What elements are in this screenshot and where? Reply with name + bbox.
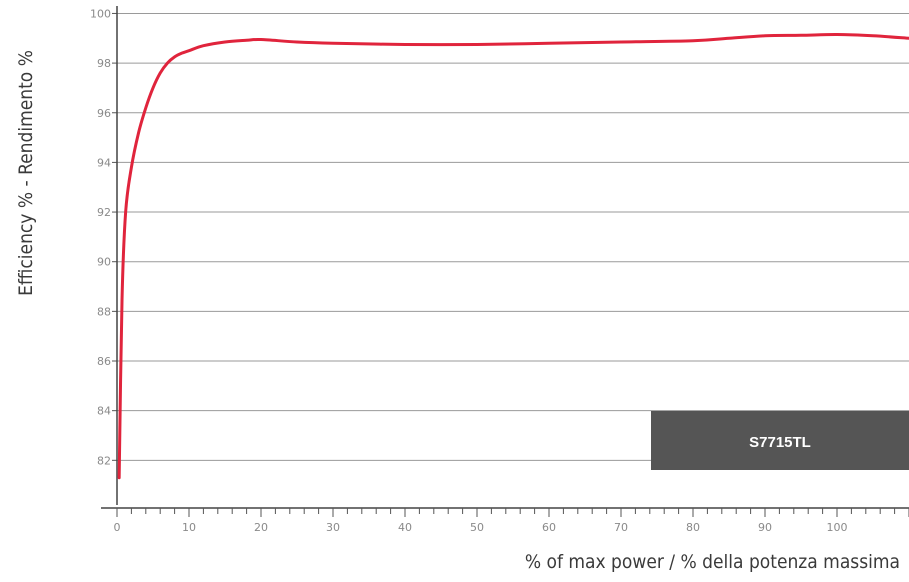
x-tick-label: 90 bbox=[758, 521, 772, 534]
y-tick-label: 96 bbox=[97, 107, 111, 120]
series-line-efficiency bbox=[117, 33, 909, 480]
y-tick-label: 94 bbox=[97, 156, 111, 169]
y-tick-label: 82 bbox=[97, 454, 111, 467]
y-tick-label: 100 bbox=[90, 7, 111, 20]
y-tick-label: 98 bbox=[97, 57, 111, 70]
x-tick-label: 30 bbox=[326, 521, 340, 534]
y-axis-title: Efficiency % - Rendimento % bbox=[15, 50, 37, 296]
y-tick-label: 90 bbox=[97, 256, 111, 269]
x-tick-label: 0 bbox=[114, 521, 121, 534]
x-tick-label: 100 bbox=[827, 521, 848, 534]
y-tick-label: 88 bbox=[97, 305, 111, 318]
badge-background bbox=[651, 411, 909, 470]
y-tick-label: 84 bbox=[97, 405, 111, 418]
x-tick-label: 20 bbox=[254, 521, 268, 534]
x-tick-label: 60 bbox=[542, 521, 556, 534]
y-tick-label: 86 bbox=[97, 355, 111, 368]
x-tick-label: 40 bbox=[398, 521, 412, 534]
x-axis-title: % of max power / % della potenza massima bbox=[525, 551, 900, 573]
y-axis: 82 84 86 88 90 92 94 96 98 100 bbox=[90, 6, 118, 505]
series-layer bbox=[117, 33, 909, 480]
grid-lines bbox=[117, 12, 909, 461]
y-tick-label: 92 bbox=[97, 206, 111, 219]
x-tick-label: 80 bbox=[686, 521, 700, 534]
x-tick-label: 70 bbox=[614, 521, 628, 534]
x-axis: 0 10 20 30 40 50 60 70 80 90 100 bbox=[101, 507, 909, 534]
x-tick-label: 10 bbox=[182, 521, 196, 534]
badge-label: S7715TL bbox=[749, 434, 811, 451]
x-tick-label: 50 bbox=[470, 521, 484, 534]
legend-badge: S7715TL bbox=[651, 411, 909, 470]
